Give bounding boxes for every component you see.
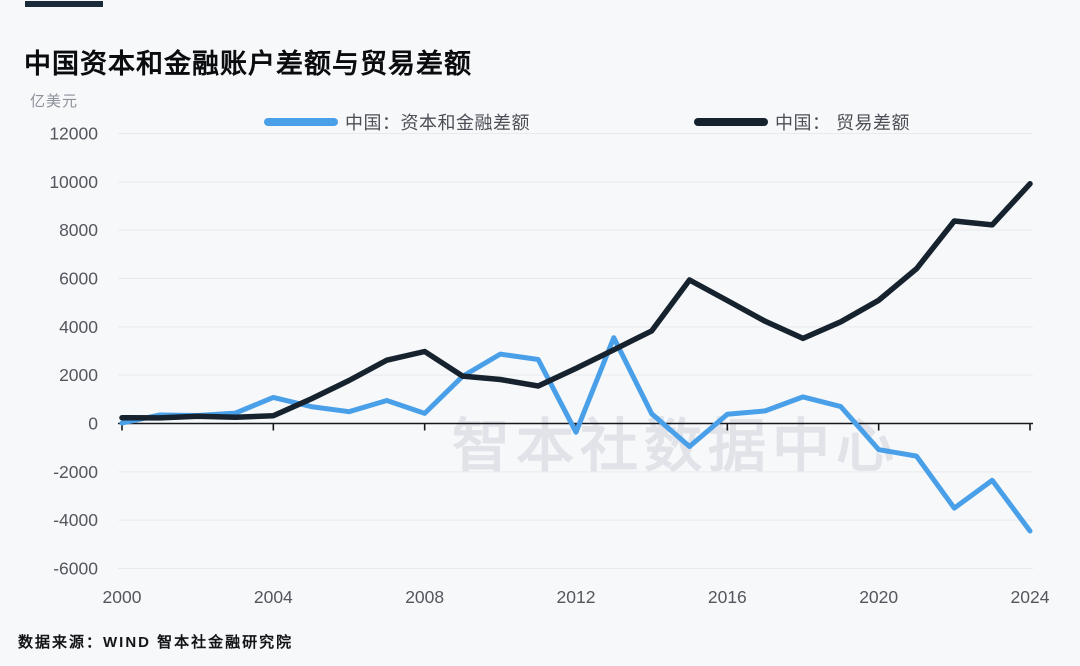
series-line-capital <box>119 335 1033 534</box>
y-tick-label: -2000 <box>53 462 98 482</box>
legend-item-capital[interactable]: 中国：资本和金融差额 <box>264 111 530 133</box>
x-tick-label: 2016 <box>708 587 747 607</box>
y-tick-label: 6000 <box>59 269 98 289</box>
y-tick-label: -6000 <box>53 558 98 578</box>
y-tick-label: 10000 <box>49 172 98 192</box>
legend-item-trade[interactable]: 中国： 贸易差额 <box>694 111 910 133</box>
x-tick-label: 2000 <box>103 587 142 607</box>
x-tick-label: 2024 <box>1011 587 1050 607</box>
legend-swatch-capital-icon <box>264 118 338 126</box>
x-tick-label: 2020 <box>859 587 898 607</box>
y-tick-label: 12000 <box>49 124 98 144</box>
page-title: 中国资本和金融账户差额与贸易差额 <box>24 49 472 80</box>
watermark: 智本社数据中心 <box>452 414 901 479</box>
y-tick-label: -4000 <box>53 510 98 530</box>
y-tick-label: 0 <box>88 414 98 434</box>
legend: 中国：资本和金融差额 中国： 贸易差额 <box>0 111 1080 133</box>
y-axis-unit-label: 亿美元 <box>30 93 79 110</box>
y-tick-label: 2000 <box>59 365 98 385</box>
accent-bar <box>25 1 103 7</box>
legend-label-capital: 中国：资本和金融差额 <box>345 113 530 133</box>
legend-label-trade: 中国： 贸易差额 <box>775 113 911 133</box>
x-tick-label: 2004 <box>254 587 293 607</box>
x-tick-label: 2012 <box>557 587 596 607</box>
y-tick-label: 8000 <box>59 220 98 240</box>
legend-swatch-trade-icon <box>694 118 768 126</box>
data-source-note: 数据来源：WIND 智本社金融研究院 <box>18 634 294 651</box>
series-line-trade <box>119 181 1033 421</box>
x-tick-label: 2008 <box>405 587 444 607</box>
y-tick-label: 4000 <box>59 317 98 337</box>
